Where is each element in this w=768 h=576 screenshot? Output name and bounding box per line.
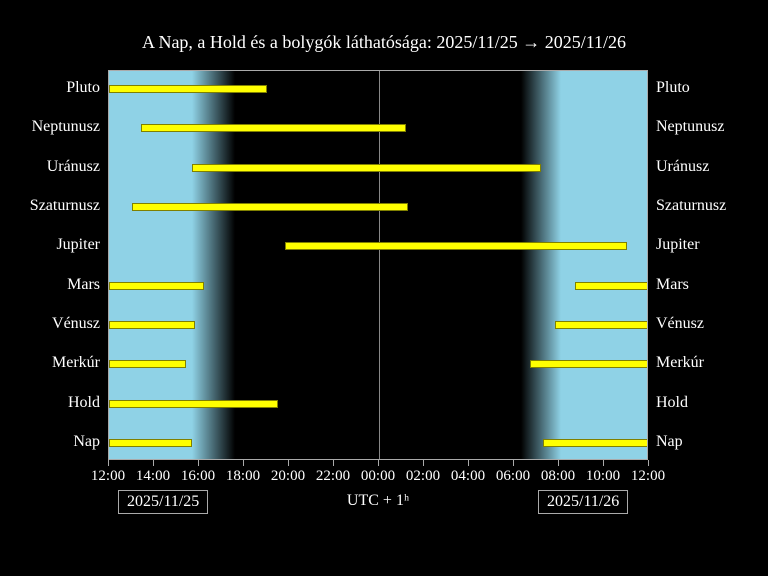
sky-segment <box>521 71 562 459</box>
row-label-right: Jupiter <box>656 236 700 254</box>
visibility-bar <box>109 85 267 93</box>
row-label-right: Vénusz <box>656 315 704 333</box>
row-label-left: Neptunusz <box>32 118 100 136</box>
visibility-bar <box>543 439 648 447</box>
row-label-right: Nap <box>656 433 683 451</box>
xtick-mark <box>513 460 514 466</box>
visibility-bar <box>555 321 649 329</box>
xtick-mark <box>288 460 289 466</box>
xtick-label: 12:00 <box>91 468 125 485</box>
plot-area <box>108 70 648 460</box>
sky-segment <box>561 71 648 459</box>
xtick-label: 02:00 <box>406 468 440 485</box>
row-label-left: Uránusz <box>47 158 100 176</box>
xtick-label: 14:00 <box>136 468 170 485</box>
row-label-right: Mars <box>656 276 689 294</box>
xtick-mark <box>558 460 559 466</box>
xtick-label: 00:00 <box>361 468 395 485</box>
row-label-right: Uránusz <box>656 158 709 176</box>
visibility-bar <box>109 321 195 329</box>
date-right-box: 2025/11/26 <box>538 490 628 514</box>
visibility-bar <box>109 360 186 368</box>
visibility-bar <box>141 124 407 132</box>
x-axis-label: UTC + 1ʰ <box>347 492 409 510</box>
row-label-right: Pluto <box>656 79 690 97</box>
xtick-mark <box>243 460 244 466</box>
xtick-label: 08:00 <box>541 468 575 485</box>
row-label-left: Hold <box>68 394 100 412</box>
date-left-box: 2025/11/25 <box>118 490 208 514</box>
visibility-bar <box>109 439 192 447</box>
visibility-bar <box>192 164 541 172</box>
xtick-label: 04:00 <box>451 468 485 485</box>
xtick-label: 16:00 <box>181 468 215 485</box>
row-label-left: Nap <box>73 433 100 451</box>
xtick-mark <box>333 460 334 466</box>
row-label-left: Szaturnusz <box>30 197 100 215</box>
chart-title: A Nap, a Hold és a bolygók láthatósága: … <box>0 32 768 53</box>
xtick-mark <box>468 460 469 466</box>
visibility-bar <box>109 400 278 408</box>
row-label-left: Merkúr <box>52 354 100 372</box>
xtick-mark <box>648 460 649 466</box>
visibility-bar <box>530 360 648 368</box>
xtick-label: 22:00 <box>316 468 350 485</box>
row-label-left: Mars <box>67 276 100 294</box>
row-label-left: Vénusz <box>52 315 100 333</box>
xtick-label: 12:00 <box>631 468 665 485</box>
xtick-mark <box>423 460 424 466</box>
visibility-bar <box>285 242 627 250</box>
row-label-left: Pluto <box>66 79 100 97</box>
visibility-bar <box>109 282 204 290</box>
xtick-mark <box>153 460 154 466</box>
xtick-label: 18:00 <box>226 468 260 485</box>
chart-page: A Nap, a Hold és a bolygók láthatósága: … <box>0 0 768 576</box>
xtick-mark <box>603 460 604 466</box>
xtick-mark <box>198 460 199 466</box>
xtick-label: 20:00 <box>271 468 305 485</box>
xtick-label: 10:00 <box>586 468 620 485</box>
xtick-mark <box>108 460 109 466</box>
row-label-right: Neptunusz <box>656 118 724 136</box>
xtick-label: 06:00 <box>496 468 530 485</box>
visibility-bar <box>575 282 648 290</box>
row-label-left: Jupiter <box>56 236 100 254</box>
row-label-right: Szaturnusz <box>656 197 726 215</box>
visibility-bar <box>132 203 409 211</box>
row-label-right: Hold <box>656 394 688 412</box>
row-label-right: Merkúr <box>656 354 704 372</box>
xtick-mark <box>378 460 379 466</box>
